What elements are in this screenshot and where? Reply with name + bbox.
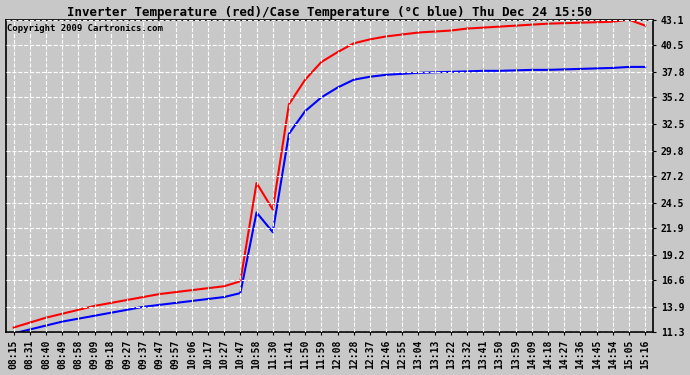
Title: Inverter Temperature (red)/Case Temperature (°C blue) Thu Dec 24 15:50: Inverter Temperature (red)/Case Temperat…	[67, 6, 592, 18]
Text: Copyright 2009 Cartronics.com: Copyright 2009 Cartronics.com	[7, 24, 163, 33]
